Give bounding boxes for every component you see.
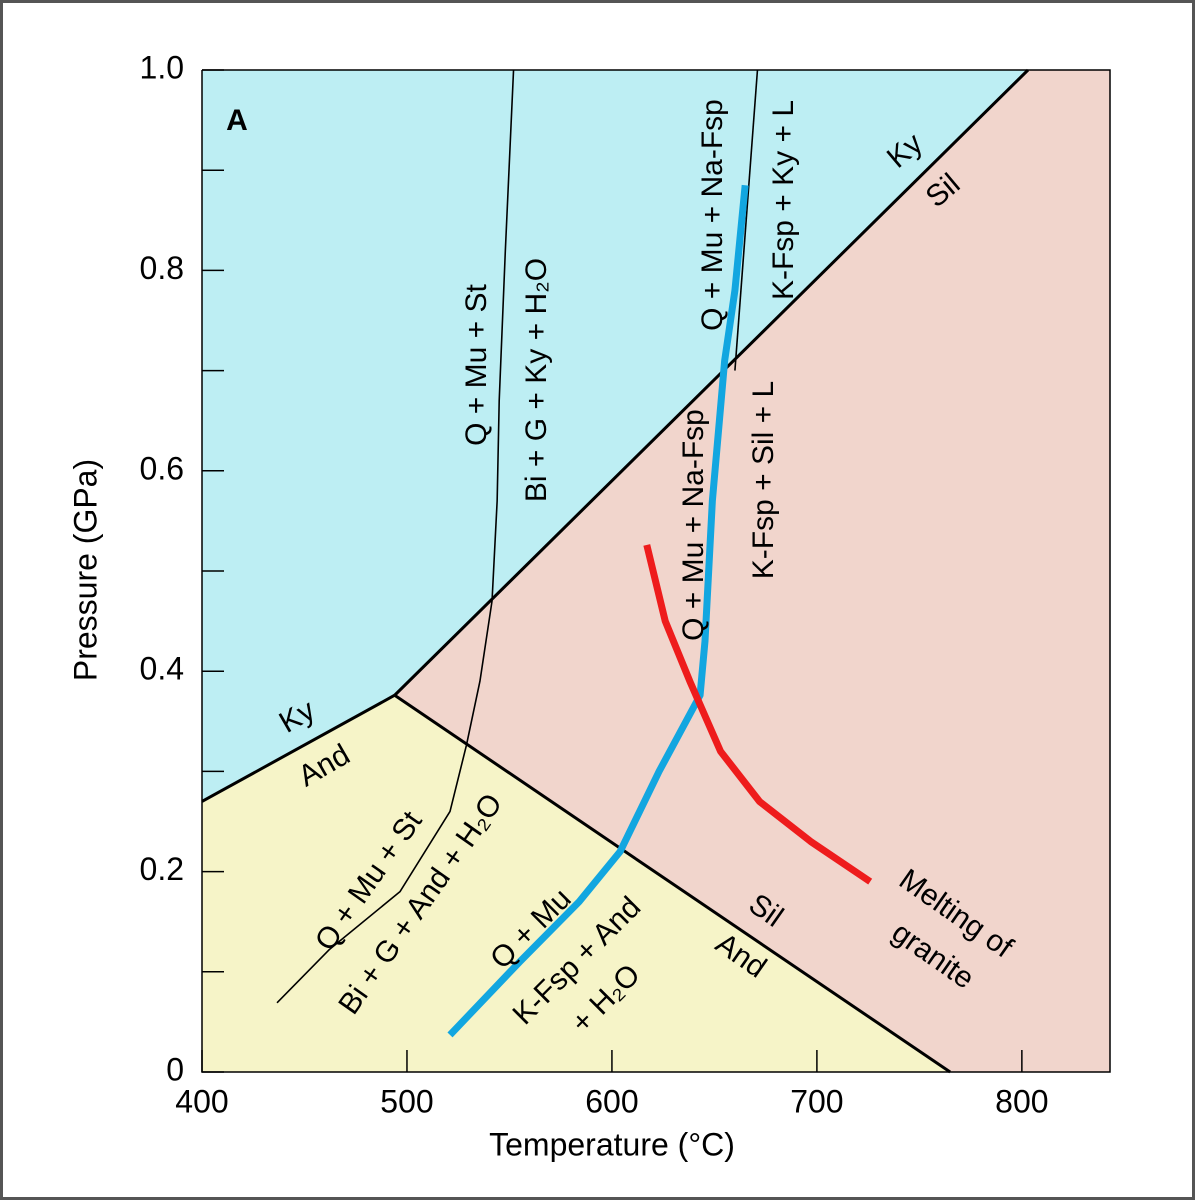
phase-annotation: K-Fsp + Ky + L: [767, 100, 800, 300]
phase-annotation: K-Fsp + Sil + L: [747, 381, 780, 579]
reaction-lines: [201, 68, 1030, 1074]
x-tick-label: 800: [995, 1083, 1048, 1119]
axes-frame: [201, 69, 1111, 1073]
y-tick-label: 0.8: [140, 250, 184, 286]
phase-boundary: [201, 693, 396, 803]
y-tick-label: 0.6: [140, 450, 184, 486]
x-tick-label: 500: [380, 1083, 433, 1119]
phase-fields: [202, 70, 1110, 1072]
andalusite-field: [202, 695, 951, 1072]
phase-boundary: [447, 184, 749, 1038]
phase-annotation: Q + Mu + Na-Fsp: [696, 99, 729, 331]
y-axis-label: Pressure (GPa): [67, 459, 103, 681]
kyanite-field: [202, 70, 1029, 802]
phase-annotation: Bi + G + Ky + H₂O: [520, 258, 553, 502]
phase-boundary: [393, 694, 951, 1074]
panel-label: A: [226, 104, 248, 137]
phase-boundary: [734, 69, 759, 371]
y-tick-label: 0.4: [140, 651, 184, 687]
x-tick-label: 700: [790, 1083, 843, 1119]
y-tick-label: 0.2: [140, 851, 184, 887]
phase-boundary: [643, 544, 873, 885]
x-tick-label: 600: [585, 1083, 638, 1119]
phase-annotation: Q + Mu + Na-Fsp: [677, 409, 710, 641]
y-tick-label: 1.0: [140, 49, 184, 85]
x-axis-label: Temperature (°C): [489, 1126, 735, 1162]
x-tick-label: 400: [175, 1083, 228, 1119]
y-tick-label: 0: [166, 1051, 184, 1087]
sillimanite-field: [394, 70, 1110, 1072]
phase-boundary: [393, 68, 1030, 697]
phase-boundary: [276, 69, 515, 1004]
phase-annotation: Q + Mu + St: [460, 283, 493, 445]
